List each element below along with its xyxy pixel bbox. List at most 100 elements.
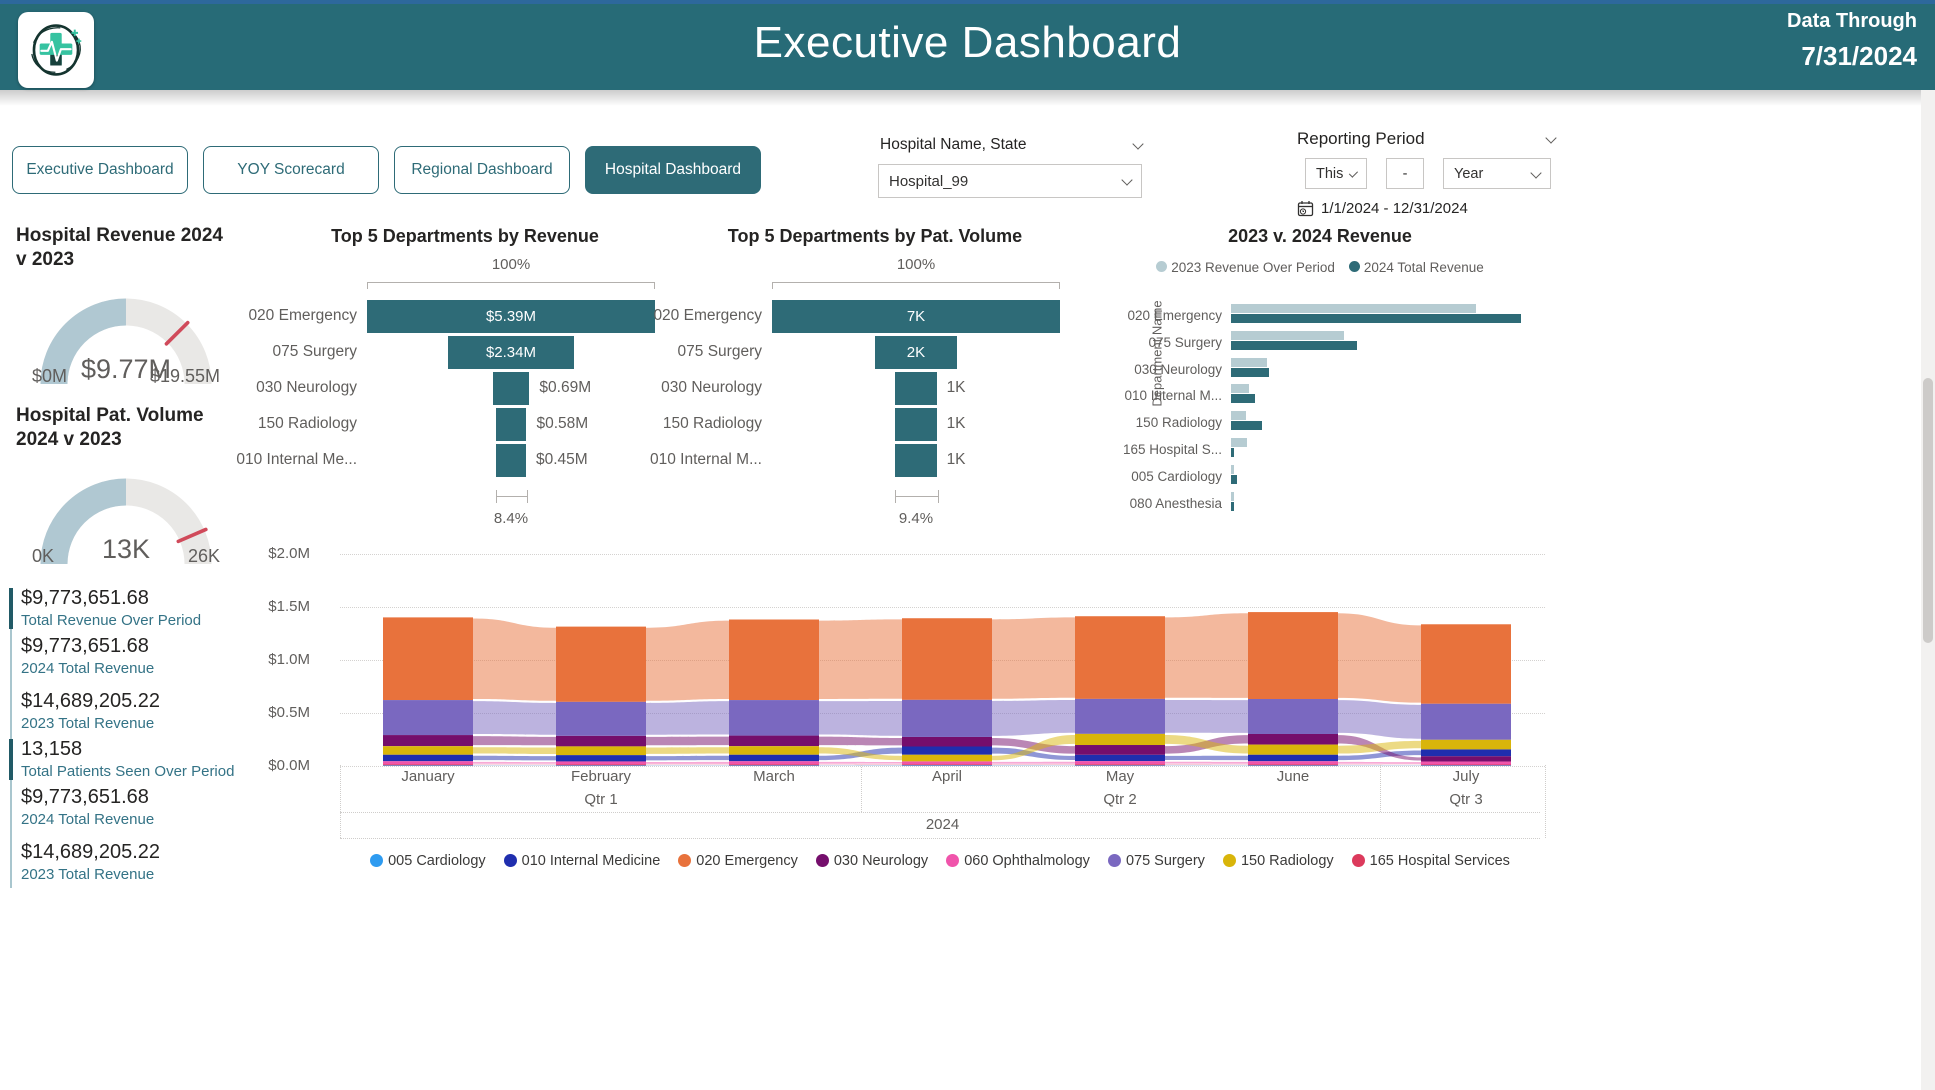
ribbon-column-010-internal-medicine-july[interactable] (1421, 749, 1511, 757)
ribbon-column-030-neurology-january[interactable] (383, 735, 473, 747)
funnel-bar-020-emergency[interactable]: $5.39M (367, 300, 655, 333)
ribbon-column-150-radiology-april[interactable] (902, 754, 992, 762)
funnel-bar-075-surgery[interactable]: 2K (874, 336, 958, 369)
funnel-bar-020-emergency[interactable]: 7K (772, 300, 1060, 333)
ribbon-column-165-hospital-services-may[interactable] (1075, 764, 1165, 766)
ribbon-column-075-surgery-may[interactable] (1075, 698, 1165, 734)
ribbon-column-060-ophthalmology-april[interactable] (902, 761, 992, 765)
ribbon-column-020-emergency-may[interactable] (1075, 616, 1165, 699)
ribbon-column-075-surgery-april[interactable] (902, 699, 992, 737)
bar-2024-005-cardiology[interactable] (1231, 474, 1238, 484)
ribbon-column-165-hospital-services-january[interactable] (383, 764, 473, 766)
ribbon-column-005-cardiology-january[interactable] (383, 765, 473, 766)
ribbon-column-165-hospital-services-july[interactable] (1421, 764, 1511, 766)
kpi-card-total-patients-seen-over-period[interactable]: 13,158 Total Patients Seen Over Period (0, 737, 262, 782)
ribbon-column-010-internal-medicine-may[interactable] (1075, 754, 1165, 762)
ribbon-column-060-ophthalmology-july[interactable] (1421, 761, 1511, 765)
reporting-period-type-select[interactable]: This (1305, 158, 1367, 189)
legend-item-2023-revenue-over-period[interactable]: 2023 Revenue Over Period (1156, 260, 1335, 275)
bar-2023-020-emergency[interactable] (1231, 304, 1477, 313)
ribbon-column-030-neurology-may[interactable] (1075, 745, 1165, 755)
tab-hospital-dashboard[interactable]: Hospital Dashboard (585, 146, 761, 194)
page-scrollbar-track[interactable] (1921, 90, 1935, 1090)
ribbon-column-005-cardiology-june[interactable] (1248, 765, 1338, 766)
ribbon-column-165-hospital-services-march[interactable] (729, 764, 819, 766)
ribbon-column-005-cardiology-february[interactable] (556, 765, 646, 766)
ribbon-column-010-internal-medicine-february[interactable] (556, 755, 646, 762)
legend-item-020-emergency[interactable]: 020 Emergency (678, 853, 798, 869)
ribbon-column-165-hospital-services-april[interactable] (902, 764, 992, 766)
ribbon-column-165-hospital-services-june[interactable] (1248, 764, 1338, 766)
ribbon-column-060-ophthalmology-june[interactable] (1248, 761, 1338, 765)
bar-2023-075-surgery[interactable] (1231, 330, 1345, 340)
ribbon-column-005-cardiology-april[interactable] (902, 765, 992, 766)
ribbon-column-020-emergency-june[interactable] (1248, 612, 1338, 700)
ribbon-column-030-neurology-july[interactable] (1421, 756, 1511, 762)
kpi-card-total-revenue-over-period[interactable]: $9,773,651.68 Total Revenue Over Period (0, 586, 262, 631)
bar-2023-010-internal-m[interactable] (1231, 384, 1250, 394)
ribbon-column-020-emergency-april[interactable] (902, 618, 992, 700)
bar-2023-150-radiology[interactable] (1231, 411, 1246, 421)
ribbon-column-150-radiology-may[interactable] (1075, 733, 1165, 746)
reporting-period-header[interactable]: Reporting Period (1297, 129, 1557, 149)
ribbon-column-060-ophthalmology-may[interactable] (1075, 761, 1165, 765)
ribbon-column-010-internal-medicine-january[interactable] (383, 754, 473, 762)
ribbon-column-150-radiology-january[interactable] (383, 746, 473, 755)
ribbon-column-005-cardiology-may[interactable] (1075, 765, 1165, 766)
kpi-card-2023-total-revenue[interactable]: $14,689,205.22 2023 Total Revenue (0, 840, 262, 885)
tab-executive-dashboard[interactable]: Executive Dashboard (12, 146, 188, 194)
bar-2023-165-hospital-s[interactable] (1231, 438, 1247, 447)
bar-2023-030-neurology[interactable] (1231, 357, 1268, 367)
ribbon-column-010-internal-medicine-june[interactable] (1248, 754, 1338, 762)
legend-item-010-internal-medicine[interactable]: 010 Internal Medicine (503, 853, 660, 869)
bar-2024-010-internal-m[interactable] (1231, 394, 1255, 404)
tab-yoy-scorecard[interactable]: YOY Scorecard (203, 146, 379, 194)
kpi-card-2024-total-revenue[interactable]: $9,773,651.68 2024 Total Revenue (0, 785, 262, 830)
bar-2023-080-anesthesia[interactable] (1231, 491, 1234, 501)
ribbon-column-020-emergency-march[interactable] (729, 619, 819, 701)
hospital-filter-header[interactable]: Hospital Name, State (880, 136, 1144, 154)
funnel-bar-075-surgery[interactable]: $2.34M (448, 336, 574, 369)
tab-regional-dashboard[interactable]: Regional Dashboard (394, 146, 570, 194)
legend-item-150-radiology[interactable]: 150 Radiology (1222, 853, 1334, 869)
bar-2024-075-surgery[interactable] (1231, 340, 1358, 350)
legend-item-2024-total-revenue[interactable]: 2024 Total Revenue (1348, 260, 1484, 275)
page-scrollbar-thumb[interactable] (1923, 378, 1933, 643)
reporting-period-unit-select[interactable]: Year (1443, 158, 1551, 189)
funnel-bar-010-internal-me[interactable] (496, 444, 526, 477)
ribbon-column-165-hospital-services-february[interactable] (556, 764, 646, 766)
ribbon-column-030-neurology-march[interactable] (729, 735, 819, 747)
bar-2024-020-emergency[interactable] (1231, 314, 1521, 323)
ribbon-column-020-emergency-february[interactable] (556, 626, 646, 702)
ribbon-column-005-cardiology-march[interactable] (729, 765, 819, 766)
legend-item-075-surgery[interactable]: 075 Surgery (1107, 853, 1205, 869)
bar-2024-030-neurology[interactable] (1231, 367, 1269, 377)
bar-2024-080-anesthesia[interactable] (1231, 501, 1234, 511)
ribbon-column-060-ophthalmology-march[interactable] (729, 761, 819, 765)
ribbon-column-030-neurology-april[interactable] (902, 736, 992, 747)
kpi-card-2024-total-revenue[interactable]: $9,773,651.68 2024 Total Revenue (0, 634, 262, 679)
funnel-bar-150-radiology[interactable] (895, 408, 937, 441)
ribbon-column-020-emergency-july[interactable] (1421, 624, 1511, 704)
bar-2024-150-radiology[interactable] (1231, 421, 1263, 431)
ribbon-column-060-ophthalmology-january[interactable] (383, 761, 473, 765)
hospital-select[interactable]: Hospital_99 (878, 164, 1142, 198)
kpi-scroll-rail[interactable] (10, 588, 12, 888)
ribbon-column-030-neurology-june[interactable] (1248, 733, 1338, 745)
funnel-bar-030-neurology[interactable] (492, 372, 530, 405)
ribbon-column-075-surgery-june[interactable] (1248, 699, 1338, 734)
legend-item-060-ophthalmology[interactable]: 060 Ophthalmology (946, 853, 1090, 869)
gauge-revenue[interactable]: $9.77M $0M $19.55M (14, 280, 238, 392)
chevron-down-icon[interactable] (1132, 138, 1144, 150)
chevron-down-icon[interactable] (1545, 132, 1557, 144)
ribbon-column-075-surgery-february[interactable] (556, 701, 646, 736)
funnel-bar-150-radiology[interactable] (495, 408, 527, 441)
ribbon-column-020-emergency-january[interactable] (383, 617, 473, 701)
bar-2024-165-hospital-s[interactable] (1231, 448, 1235, 457)
kpi-card-2023-total-revenue[interactable]: $14,689,205.22 2023 Total Revenue (0, 689, 262, 734)
ribbon-column-010-internal-medicine-march[interactable] (729, 754, 819, 762)
funnel-bar-030-neurology[interactable] (895, 372, 937, 405)
legend-item-165-hospital-services[interactable]: 165 Hospital Services (1351, 853, 1510, 869)
ribbon-column-060-ophthalmology-february[interactable] (556, 761, 646, 765)
ribbon-column-030-neurology-february[interactable] (556, 735, 646, 747)
